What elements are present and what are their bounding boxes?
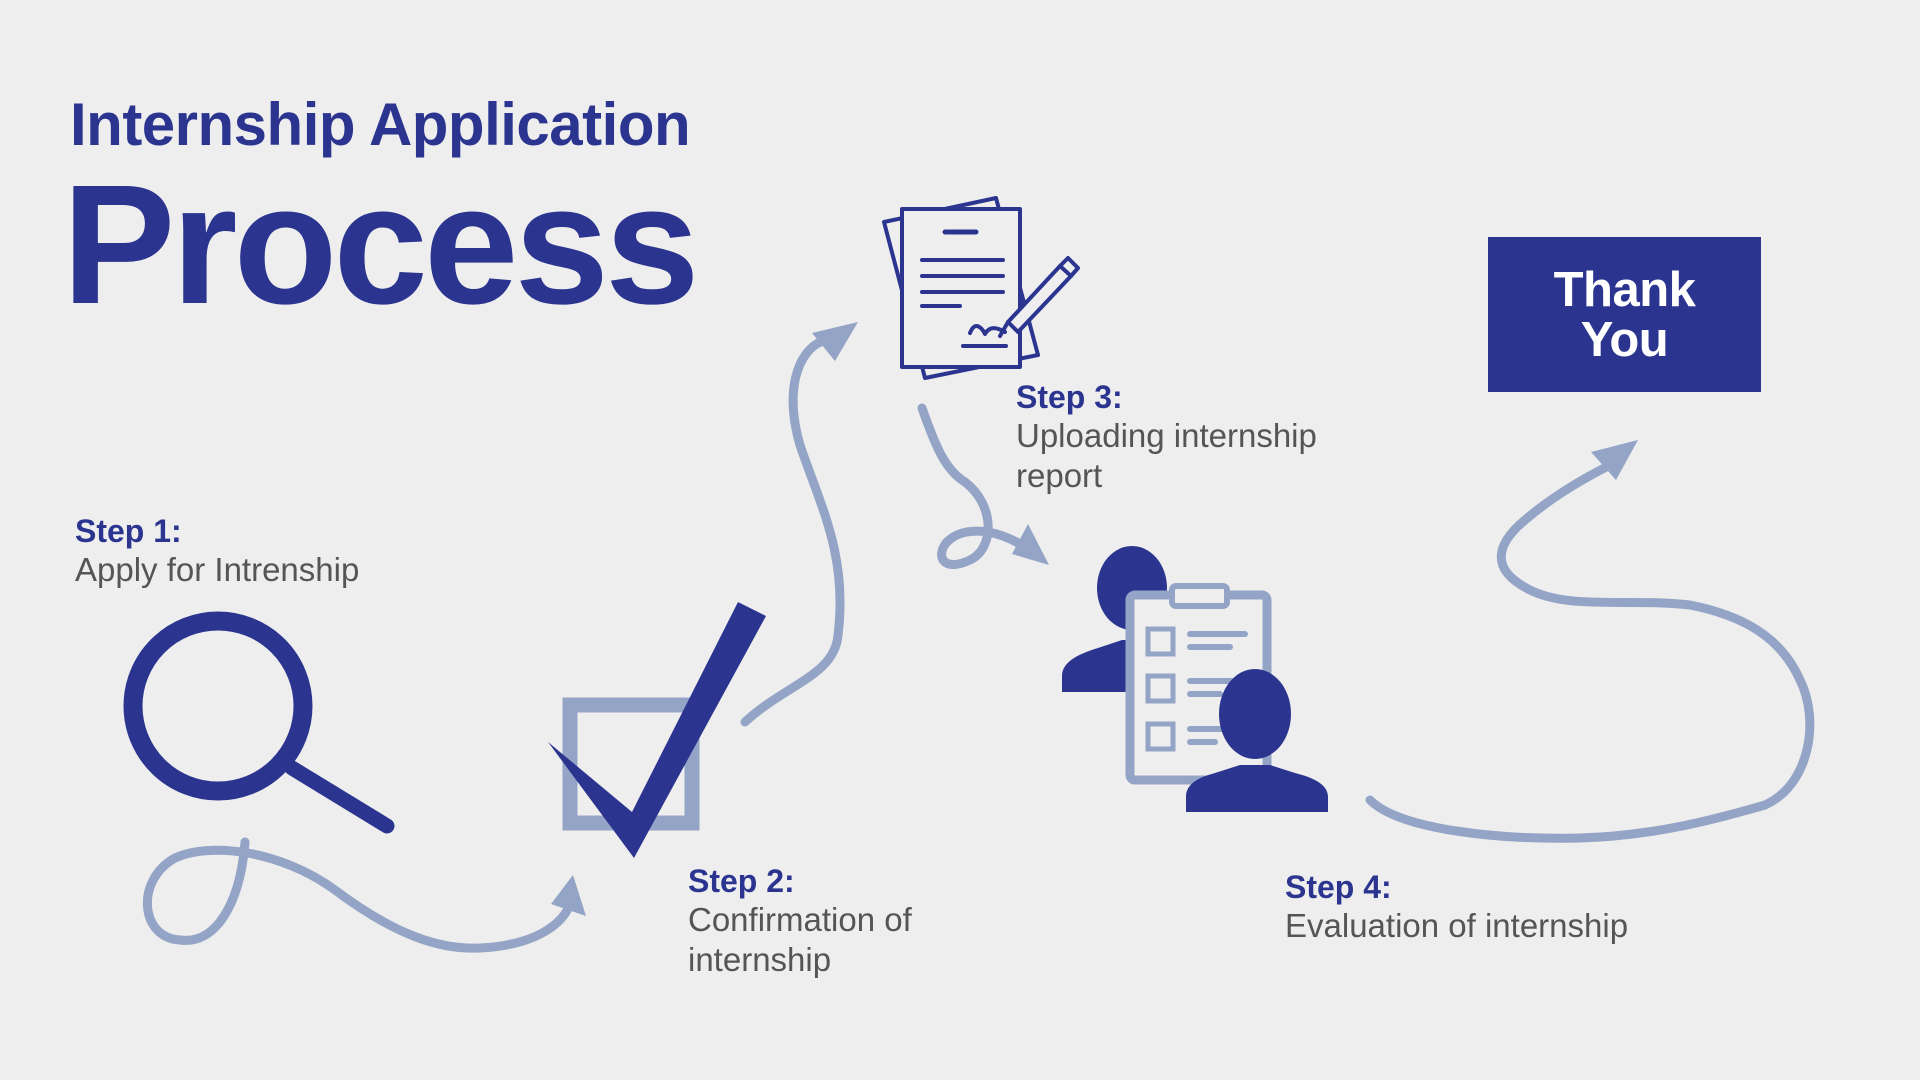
arrow-step1-to-step2 (143, 837, 577, 953)
step-3: Step 3: Uploading internship report (1016, 378, 1376, 496)
step-4: Step 4: Evaluation of internship (1285, 868, 1705, 946)
step-2: Step 2: Confirmation of internship (688, 862, 1018, 980)
arrow-step4-to-end (1365, 455, 1815, 843)
step-1-label: Step 1: (75, 513, 182, 549)
checklist-icon (1145, 626, 1176, 752)
step-2-label: Step 2: (688, 863, 795, 899)
step-4-label: Step 4: (1285, 869, 1392, 905)
step-4-description: Evaluation of internship (1285, 907, 1629, 944)
page-subtitle: Internship Application (70, 91, 691, 158)
page-title: Process (62, 150, 700, 340)
step-1: Step 1: Apply for Intrenship (75, 512, 475, 590)
arrowhead-4 (1591, 440, 1638, 480)
step-2-description: Confirmation of internship (688, 901, 912, 978)
step-3-description: Uploading internship report (1016, 417, 1317, 494)
arrowhead-2 (812, 322, 858, 361)
thank-you-box: Thank You (1488, 237, 1761, 392)
arrow-step3-to-step4 (917, 403, 1025, 569)
person-front-icon (1186, 669, 1328, 812)
arrow-step2-to-step3 (740, 335, 845, 727)
arrowhead-3 (1012, 524, 1049, 565)
step-3-label: Step 3: (1016, 379, 1123, 415)
arrowhead-1 (551, 875, 586, 916)
step-1-description: Apply for Intrenship (75, 551, 360, 588)
